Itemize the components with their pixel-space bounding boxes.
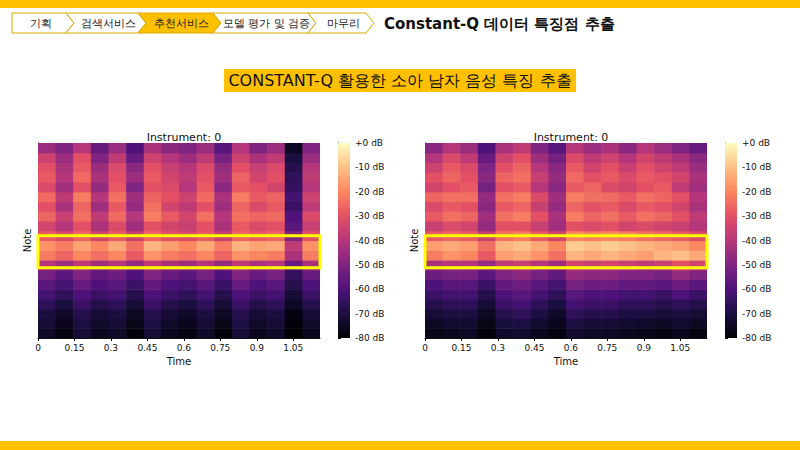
svg-text:기획: 기획 <box>30 17 52 30</box>
svg-text:-70 dB: -70 dB <box>355 309 384 319</box>
svg-text:+0 dB: +0 dB <box>355 138 383 148</box>
html-text:CONSTANT-Q 활용한 소아 남자 음성 특징 추출: CONSTANT-Q 활용한 소아 남자 음성 특징 추출 <box>228 71 572 90</box>
svg-text:0: 0 <box>422 343 428 353</box>
svg-text:-60 dB: -60 dB <box>355 284 384 294</box>
svg-text:마무리: 마무리 <box>327 17 360 30</box>
svg-text:-50 dB: -50 dB <box>742 260 771 270</box>
svg-text:0.3: 0.3 <box>104 343 118 353</box>
svg-text:Instrument: 0: Instrument: 0 <box>147 131 222 144</box>
svg-text:0.9: 0.9 <box>250 343 265 353</box>
svg-text:-60 dB: -60 dB <box>742 284 771 294</box>
svg-text:-20 dB: -20 dB <box>742 187 771 197</box>
svg-text:-20 dB: -20 dB <box>355 187 384 197</box>
svg-text:Time: Time <box>166 356 191 367</box>
svg-text:-40 dB: -40 dB <box>355 236 384 246</box>
svg-text:0.15: 0.15 <box>451 343 471 353</box>
svg-text:추천서비스: 추천서비스 <box>154 17 209 30</box>
svg-text:+0 dB: +0 dB <box>742 138 770 148</box>
svg-text:-70 dB: -70 dB <box>742 309 771 319</box>
svg-text:검색서비스: 검색서비스 <box>81 17 136 30</box>
svg-text:-40 dB: -40 dB <box>742 236 771 246</box>
svg-text:1.05: 1.05 <box>670 343 690 353</box>
svg-text:0: 0 <box>35 343 41 353</box>
svg-text:-50 dB: -50 dB <box>355 260 384 270</box>
svg-text:0.75: 0.75 <box>210 343 230 353</box>
svg-text:-10 dB: -10 dB <box>355 162 384 172</box>
svg-text:Note: Note <box>409 229 420 253</box>
svg-text:0.3: 0.3 <box>491 343 505 353</box>
svg-text:Constant-Q 데이터 특징점 추출: Constant-Q 데이터 특징점 추출 <box>384 15 615 33</box>
svg-text:0.15: 0.15 <box>64 343 84 353</box>
svg-text:-30 dB: -30 dB <box>355 211 384 221</box>
svg-text:0.45: 0.45 <box>137 343 157 353</box>
svg-text:Instrument: 0: Instrument: 0 <box>534 131 609 144</box>
svg-text:-80 dB: -80 dB <box>355 333 384 343</box>
svg-text:-80 dB: -80 dB <box>742 333 771 343</box>
svg-text:-30 dB: -30 dB <box>742 211 771 221</box>
svg-text:0.45: 0.45 <box>524 343 544 353</box>
svg-text:0.6: 0.6 <box>177 343 192 353</box>
svg-text:0.9: 0.9 <box>637 343 652 353</box>
svg-text:-10 dB: -10 dB <box>742 162 771 172</box>
svg-text:0.75: 0.75 <box>597 343 617 353</box>
svg-text:Time: Time <box>553 356 578 367</box>
svg-text:1.05: 1.05 <box>283 343 303 353</box>
svg-text:0.6: 0.6 <box>564 343 579 353</box>
svg-text:Note: Note <box>22 229 33 253</box>
svg-text:모델 평가 및 검증: 모델 평가 및 검증 <box>223 17 311 30</box>
